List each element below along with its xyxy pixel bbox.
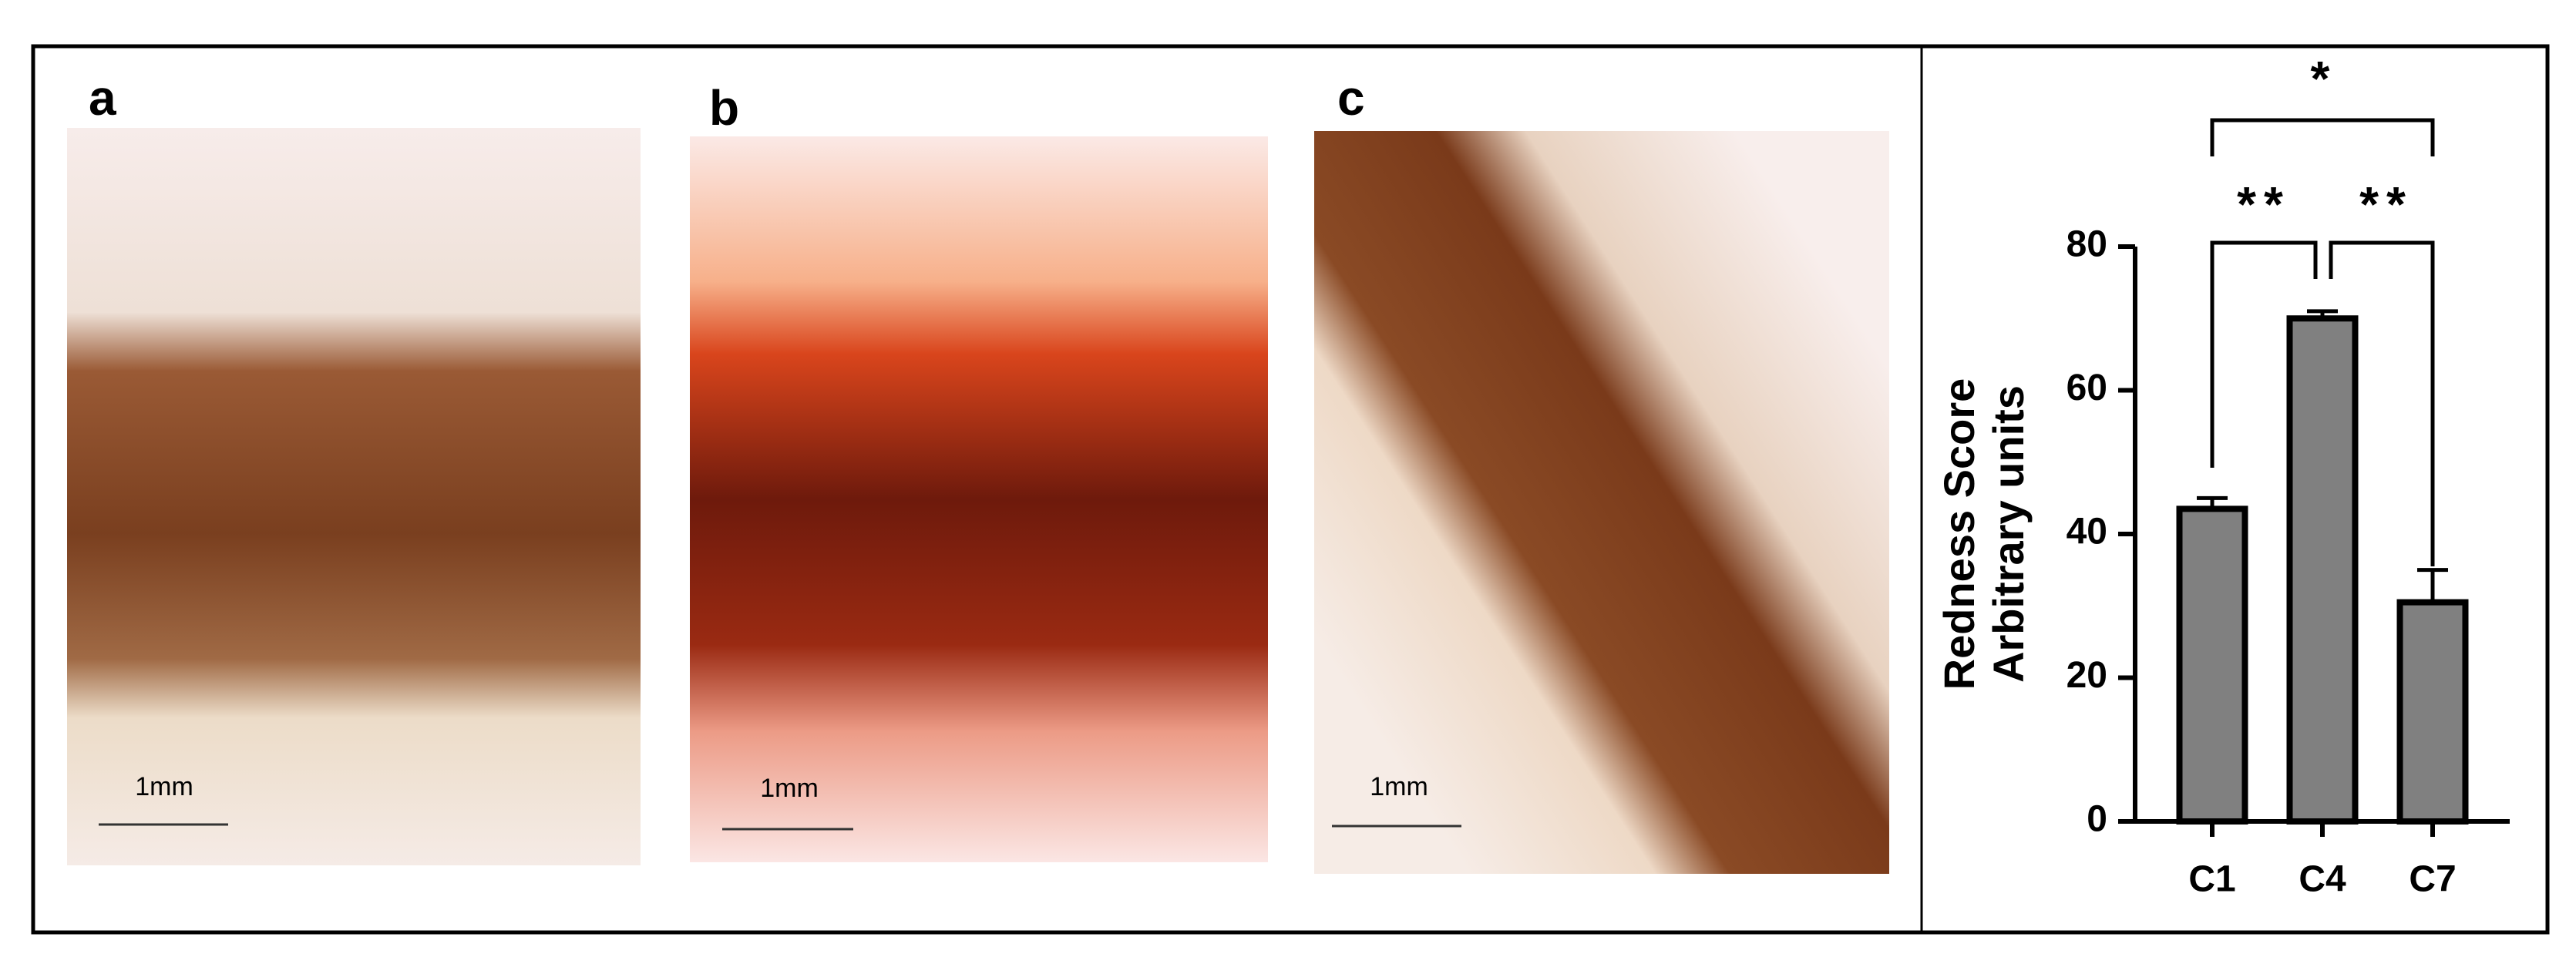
scale-label: 1mm (760, 774, 819, 803)
y-axis-label: Arbitrary units (1984, 385, 2033, 683)
micrograph (67, 128, 641, 865)
significance-label: ** (2359, 176, 2413, 232)
significance-bracket (2210, 118, 2435, 156)
y-tick-label: 20 (2067, 655, 2107, 696)
panel-label: c (1337, 70, 1365, 126)
micrograph (1314, 131, 1889, 874)
x-tick-label: C7 (2409, 859, 2456, 900)
micrograph (690, 136, 1268, 862)
x-tick-label: C4 (2299, 859, 2346, 900)
significance-bracket (2210, 240, 2318, 468)
significance-label: ** (2237, 176, 2291, 232)
panel-label: a (89, 70, 116, 126)
scale-label: 1mm (1370, 772, 1428, 801)
panel-label: b (709, 80, 739, 136)
y-tick-label: 40 (2067, 512, 2107, 552)
x-tick-label: C1 (2188, 859, 2235, 900)
significance-label: * (2311, 51, 2338, 106)
significance-bracket (2329, 240, 2435, 566)
y-tick-label: 80 (2067, 224, 2107, 265)
y-tick-label: 0 (2087, 799, 2107, 840)
y-tick-label: 60 (2067, 368, 2107, 408)
scale-label: 1mm (135, 772, 193, 801)
y-axis-label: Redness Score (1935, 378, 1983, 690)
frame (31, 44, 2550, 935)
bar (2396, 599, 2469, 825)
bar (2176, 505, 2248, 825)
bar (2286, 315, 2359, 825)
